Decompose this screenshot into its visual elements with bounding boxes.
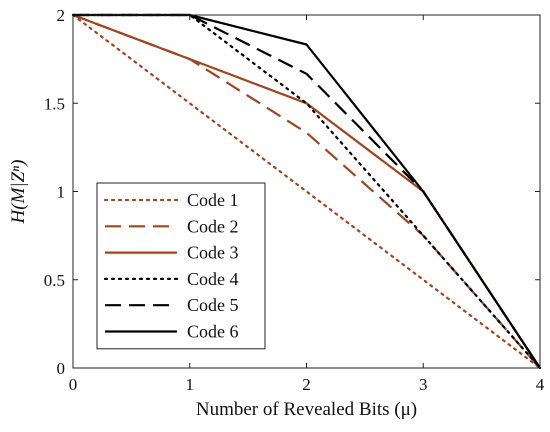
x-tick-label: 4 — [536, 375, 545, 394]
x-tick-label: 1 — [186, 375, 195, 394]
legend: Code 1 Code 2 Code 3 Code 4 Code 5 Code 6 — [96, 182, 266, 350]
y-tick-label: 1 — [57, 183, 66, 202]
x-tick-label: 0 — [69, 375, 78, 394]
x-tick-label: 2 — [302, 375, 311, 394]
x-tick-label: 3 — [419, 375, 428, 394]
series-line-code-1 — [71, 13, 542, 370]
y-axis-title: H(M|Zⁿ) — [8, 160, 29, 225]
legend-box — [96, 182, 266, 350]
y-tick-label: 2 — [57, 6, 66, 25]
legend-label: Code 2 — [187, 216, 239, 236]
y-tick-label: 0.5 — [44, 271, 65, 290]
tick-labels: 0 1 2 3 4 0 0.5 1 1.5 2 — [44, 6, 545, 394]
plot-area-frame — [72, 14, 541, 369]
legend-label: Code 4 — [187, 269, 239, 289]
legend-label: Code 3 — [187, 243, 239, 263]
legend-label: Code 1 — [187, 190, 239, 210]
legend-label: Code 6 — [187, 322, 239, 342]
x-axis-title: Number of Revealed Bits (μ) — [196, 399, 417, 420]
legend-label: Code 5 — [187, 295, 239, 315]
y-tick-label: 1.5 — [44, 94, 65, 113]
y-tick-label: 0 — [57, 359, 66, 378]
